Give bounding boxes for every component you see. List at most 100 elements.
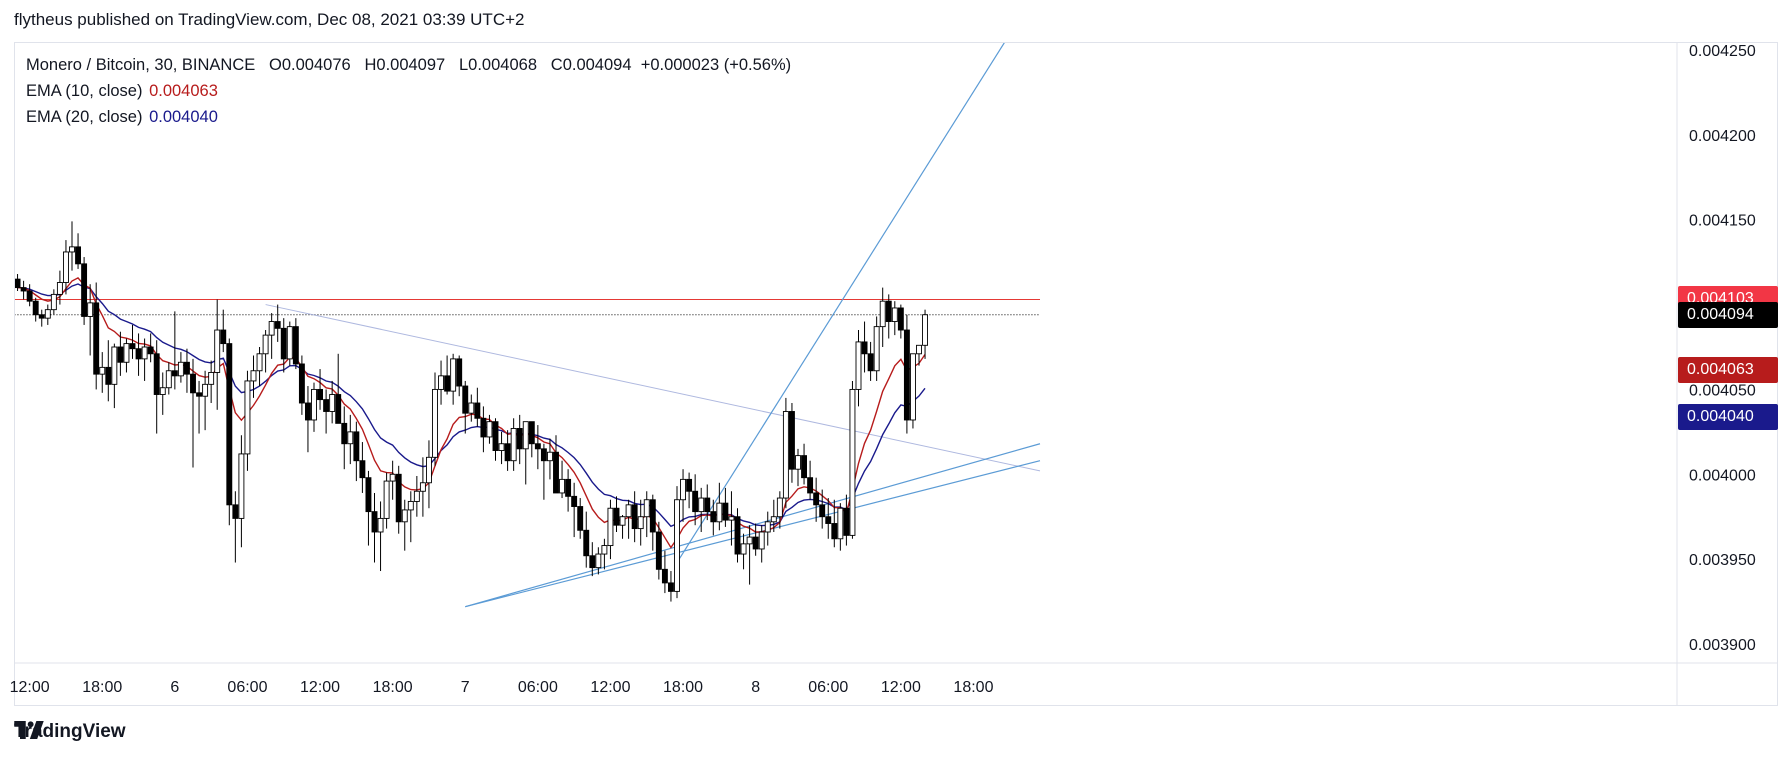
candle-body bbox=[746, 536, 753, 545]
candle-body bbox=[105, 366, 112, 385]
candle-body bbox=[825, 516, 832, 524]
y-tick-label: 0.004200 bbox=[1689, 128, 1756, 145]
candle-body bbox=[789, 411, 795, 470]
ema10-legend-row[interactable]: EMA (10, close) 0.004063 bbox=[26, 78, 791, 104]
candle-body bbox=[752, 536, 759, 550]
candle-body bbox=[177, 361, 184, 377]
candle-body bbox=[401, 509, 408, 523]
ascending-trendline-2 bbox=[465, 460, 1041, 608]
candle-body bbox=[504, 443, 511, 462]
y-tick-label: 0.004050 bbox=[1689, 382, 1756, 399]
candle-body bbox=[359, 460, 366, 479]
candle-body bbox=[419, 482, 426, 492]
publish-caption: flytheus published on TradingView.com, D… bbox=[14, 10, 525, 29]
chart-legend: Monero / Bitcoin, 30, BINANCE O0.004076 … bbox=[26, 52, 791, 130]
high-value: 0.004097 bbox=[376, 56, 446, 74]
x-tick-label: 7 bbox=[461, 679, 470, 696]
y-tick-label: 0.003950 bbox=[1689, 552, 1756, 569]
ohlc-legend-row: Monero / Bitcoin, 30, BINANCE O0.004076 … bbox=[26, 52, 791, 78]
y-tick-label: 0.004000 bbox=[1689, 467, 1756, 484]
candle-body bbox=[698, 497, 705, 513]
candle-body bbox=[26, 290, 33, 302]
x-tick-label: 06:00 bbox=[808, 679, 848, 696]
candle-body bbox=[843, 507, 850, 536]
candle-body bbox=[492, 421, 499, 451]
open-label: O bbox=[269, 56, 282, 74]
x-tick-label: 6 bbox=[170, 679, 179, 696]
candle-body bbox=[522, 421, 529, 450]
candle-body bbox=[462, 385, 469, 414]
candle-body bbox=[353, 431, 360, 462]
ema20-legend-row[interactable]: EMA (20, close) 0.004040 bbox=[26, 104, 791, 130]
candle-body bbox=[540, 448, 547, 462]
candle-body bbox=[710, 511, 717, 523]
candle-body bbox=[298, 363, 305, 404]
symbol-label[interactable]: Monero / Bitcoin, 30, BINANCE bbox=[26, 56, 256, 74]
candle-body bbox=[619, 516, 626, 526]
candle-body bbox=[813, 492, 820, 506]
candle-body bbox=[413, 490, 420, 502]
candle-body bbox=[583, 529, 590, 557]
candle-body bbox=[389, 473, 396, 482]
candle-body bbox=[292, 326, 299, 365]
x-tick-label: 18:00 bbox=[663, 679, 703, 696]
candle-body bbox=[147, 346, 154, 355]
candle-body bbox=[516, 428, 523, 450]
candle-body bbox=[171, 370, 178, 377]
candle-body bbox=[38, 314, 45, 319]
brand-label: TradingView bbox=[14, 721, 126, 742]
x-tick-label: 8 bbox=[751, 679, 760, 696]
candle-body bbox=[99, 366, 106, 375]
candle-body bbox=[704, 497, 711, 513]
tradingview-logo[interactable]: TradingView bbox=[14, 721, 126, 743]
ema20-label: EMA (20, close) bbox=[26, 108, 143, 126]
candle-body bbox=[837, 507, 844, 540]
candle-body bbox=[323, 399, 330, 412]
candle-body bbox=[637, 516, 644, 530]
candle-body bbox=[770, 516, 777, 523]
candle-body bbox=[450, 358, 457, 392]
candle-body bbox=[879, 300, 886, 328]
ema10-value: 0.004063 bbox=[149, 82, 218, 100]
candle-body bbox=[365, 477, 372, 513]
x-tick-label: 12:00 bbox=[10, 679, 50, 696]
candle-body bbox=[232, 504, 239, 519]
candle-body bbox=[208, 372, 215, 385]
candle-body bbox=[153, 353, 160, 395]
candle-body bbox=[565, 478, 572, 497]
candle-body bbox=[268, 321, 275, 336]
candle-body bbox=[93, 302, 100, 375]
candle-body bbox=[795, 455, 801, 470]
close-value: 0.004094 bbox=[562, 56, 632, 74]
candle-body bbox=[885, 300, 892, 322]
candle-body bbox=[910, 353, 916, 421]
candle-body bbox=[861, 341, 868, 355]
candle-body bbox=[510, 428, 517, 462]
x-tick-label: 18:00 bbox=[82, 679, 122, 696]
candle-body bbox=[377, 517, 384, 533]
candle-body bbox=[631, 504, 638, 530]
plot-area[interactable] bbox=[5, 25, 1041, 608]
x-tick-label: 18:00 bbox=[373, 679, 413, 696]
candle-body bbox=[903, 329, 910, 421]
candle-body bbox=[589, 555, 596, 569]
candle-body bbox=[559, 478, 565, 494]
ascending-trendline-1 bbox=[465, 443, 1041, 608]
candle-body bbox=[601, 545, 608, 555]
tradingview-logo-icon bbox=[14, 721, 44, 739]
candle-body bbox=[740, 543, 747, 555]
candle-body bbox=[371, 511, 378, 533]
candle-body bbox=[547, 451, 553, 462]
low-value: 0.004068 bbox=[468, 56, 537, 74]
candle-body bbox=[661, 568, 668, 584]
change-value: +0.000023 (+0.56%) bbox=[640, 56, 792, 74]
candle-body bbox=[347, 431, 354, 445]
candle-body bbox=[256, 353, 263, 372]
candle-body bbox=[607, 507, 614, 547]
candle-body bbox=[728, 516, 735, 521]
candle-body bbox=[226, 343, 233, 506]
candle-body bbox=[643, 499, 650, 518]
price-tag-ema10: 0.004063 bbox=[1678, 357, 1778, 384]
price-tag-ema20: 0.004040 bbox=[1678, 404, 1778, 431]
